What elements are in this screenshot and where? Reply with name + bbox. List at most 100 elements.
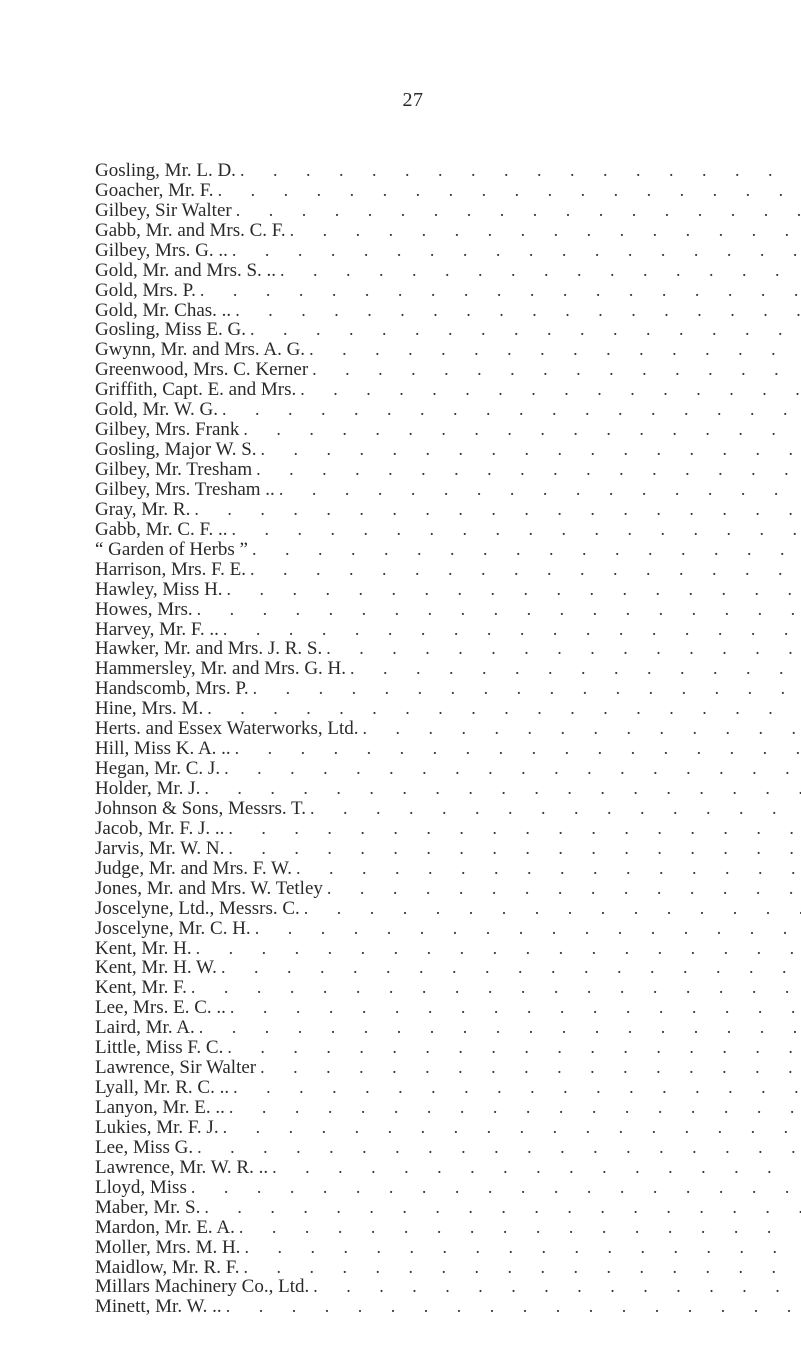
dot-leader <box>191 978 801 997</box>
entry-name-cell: Gilbey, Mr. Tresham <box>95 460 801 480</box>
table-row: Gilbey, Mrs. Tresham ..5000 <box>95 480 801 500</box>
entry-name-wrap: Holder, Mr. J. <box>95 779 801 799</box>
table-row: Jones, Mr. and Mrs. W. Tetley1000 <box>95 879 801 899</box>
table-row: Herts. and Essex Waterworks, Ltd.550 <box>95 719 801 739</box>
table-row: Harvey, Mr. F. ..500 <box>95 620 801 640</box>
entry-name: Gosling, Miss E. G. <box>95 320 250 340</box>
dot-leader <box>279 480 801 499</box>
table-row: Griffith, Capt. E. and Mrs.300 <box>95 380 801 400</box>
entry-name-cell: Hammersley, Mr. and Mrs. G. H. <box>95 659 801 679</box>
entry-name-wrap: Gosling, Miss E. G. <box>95 320 801 340</box>
table-row: Joscelyne, Ltd., Messrs. C.500 <box>95 899 801 919</box>
entry-name-wrap: Gilbey, Sir Walter <box>95 201 801 221</box>
entry-name-cell: Kent, Mr. H. W. <box>95 958 801 978</box>
entry-name: Gilbey, Sir Walter <box>95 201 236 221</box>
entry-name-cell: Hine, Mrs. M. <box>95 699 801 719</box>
dot-leader <box>232 520 801 539</box>
table-row: Harrison, Mrs. F. E.500 <box>95 560 801 580</box>
entry-name: Hine, Mrs. M. <box>95 699 207 719</box>
entry-name-wrap: Maber, Mr. S. <box>95 1198 801 1218</box>
entry-name: Gold, Mrs. P. <box>95 281 200 301</box>
table-row: Gold, Mrs. P.1000 <box>95 281 801 301</box>
entry-name-wrap: Herts. and Essex Waterworks, Ltd. <box>95 719 801 739</box>
table-row: Goacher, Mr. F.106 <box>95 181 801 201</box>
entry-name: Griffith, Capt. E. and Mrs. <box>95 380 300 400</box>
entry-name-wrap: Jarvis, Mr. W. N. <box>95 839 801 859</box>
entry-name: Gosling, Major W. S. <box>95 440 261 460</box>
entry-name-cell: Lanyon, Mr. E. .. <box>95 1098 801 1118</box>
entry-name: Lee, Miss G. <box>95 1138 197 1158</box>
entry-name-cell: Howes, Mrs. <box>95 600 801 620</box>
entry-name: Gosling, Mr. L. D. <box>95 161 240 181</box>
dot-leader <box>363 719 801 738</box>
table-row: Lanyon, Mr. E. ..110 <box>95 1098 801 1118</box>
entry-name-wrap: Kent, Mr. F. <box>95 978 801 998</box>
table-row: Gwynn, Mr. and Mrs. A. G.330 <box>95 340 801 360</box>
table-row: Gold, Mr. Chas. ..550 <box>95 301 801 321</box>
entry-name: Lyall, Mr. R. C. .. <box>95 1078 233 1098</box>
dot-leader <box>313 1277 801 1296</box>
entry-name-cell: Herts. and Essex Waterworks, Ltd. <box>95 719 801 739</box>
ledger-page: 27 £ s. d. Gosling, Mr. L. D.2000Goacher… <box>0 0 801 1357</box>
entry-name-cell: Handscomb, Mrs. P. <box>95 679 801 699</box>
table-row: Gold, Mr. W. G.550 <box>95 400 801 420</box>
entry-name-wrap: Gilbey, Mrs. G. .. <box>95 241 801 261</box>
entry-name: Gold, Mr. and Mrs. S. .. <box>95 261 280 281</box>
entry-name: Joscelyne, Ltd., Messrs. C. <box>95 899 304 919</box>
dot-leader <box>228 819 801 838</box>
table-row: Lawrence, Sir Walter10000 <box>95 1058 801 1078</box>
dot-leader <box>250 320 801 339</box>
entry-name-cell: Gosling, Miss E. G. <box>95 320 801 340</box>
entry-name: Millars Machinery Co., Ltd. <box>95 1277 313 1297</box>
entry-name: Holder, Mr. J. <box>95 779 204 799</box>
entry-name-wrap: Howes, Mrs. <box>95 600 801 620</box>
table-row: Kent, Mr. H.5000 <box>95 939 801 959</box>
entry-name-cell: Johnson & Sons, Messrs. T. <box>95 799 801 819</box>
entry-name: Lukies, Mr. F. J. <box>95 1118 223 1138</box>
entry-name: Hawley, Miss H. <box>95 580 227 600</box>
entry-name-cell: Gwynn, Mr. and Mrs. A. G. <box>95 340 801 360</box>
table-row: Gilbey, Mrs. G. ..1000 <box>95 241 801 261</box>
entry-name-cell: Gold, Mr. Chas. .. <box>95 301 801 321</box>
dot-leader <box>232 241 801 260</box>
entry-name: Lloyd, Miss <box>95 1178 191 1198</box>
dot-leader <box>290 221 801 240</box>
table-row: Judge, Mr. and Mrs. F. W.10100 <box>95 859 801 879</box>
entry-name: Herts. and Essex Waterworks, Ltd. <box>95 719 363 739</box>
entry-name-wrap: Gosling, Mr. L. D. <box>95 161 801 181</box>
dot-leader <box>207 699 801 718</box>
entry-name-wrap: Judge, Mr. and Mrs. F. W. <box>95 859 801 879</box>
entry-name: Gilbey, Mrs. Frank <box>95 420 243 440</box>
table-row: Gray, Mr. R.15150 <box>95 500 801 520</box>
dot-leader <box>227 580 801 599</box>
entry-name-cell: Gold, Mrs. P. <box>95 281 801 301</box>
entry-name-wrap: Gabb, Mr. and Mrs. C. F. <box>95 221 801 241</box>
entry-name-wrap: Lee, Mrs. E. C. .. <box>95 998 801 1018</box>
entry-name-wrap: Mardon, Mr. E. A. <box>95 1218 801 1238</box>
table-row: Mardon, Mr. E. A.220 <box>95 1218 801 1238</box>
entry-name: Greenwood, Mrs. C. Kerner <box>95 360 312 380</box>
dot-leader <box>223 1118 801 1137</box>
table-row: Joscelyne, Mr. C. H.110 <box>95 919 801 939</box>
entry-name: Gilbey, Mrs. G. .. <box>95 241 232 261</box>
entry-name-wrap: Harvey, Mr. F. .. <box>95 620 801 640</box>
table-row: Lee, Mrs. E. C. ..110 <box>95 998 801 1018</box>
entry-name-cell: Gilbey, Mrs. G. .. <box>95 241 801 261</box>
table-row: Lloyd, Miss550 <box>95 1178 801 1198</box>
entry-name: Harrison, Mrs. F. E. <box>95 560 250 580</box>
entry-name: Gold, Mr. Chas. .. <box>95 301 235 321</box>
entry-name: Jacob, Mr. F. J. .. <box>95 819 228 839</box>
entry-name-wrap: Harrison, Mrs. F. E. <box>95 560 801 580</box>
table-row: Lee, Miss G.100 <box>95 1138 801 1158</box>
entry-name-cell: Hill, Miss K. A. .. <box>95 739 801 759</box>
entry-name-cell: Minett, Mr. W. .. <box>95 1297 801 1317</box>
entry-name-wrap: Gilbey, Mr. Tresham <box>95 460 801 480</box>
table-row: “ Garden of Herbs ”110 <box>95 540 801 560</box>
table-row: Maber, Mr. S.220 <box>95 1198 801 1218</box>
entry-name-wrap: Hegan, Mr. C. J. <box>95 759 801 779</box>
entry-name-wrap: Moller, Mrs. M. H. <box>95 1238 801 1258</box>
dot-leader <box>194 500 801 519</box>
entry-name-cell: Goacher, Mr. F. <box>95 181 801 201</box>
entry-name-cell: Lee, Miss G. <box>95 1138 801 1158</box>
entry-name-cell: Jones, Mr. and Mrs. W. Tetley <box>95 879 801 899</box>
